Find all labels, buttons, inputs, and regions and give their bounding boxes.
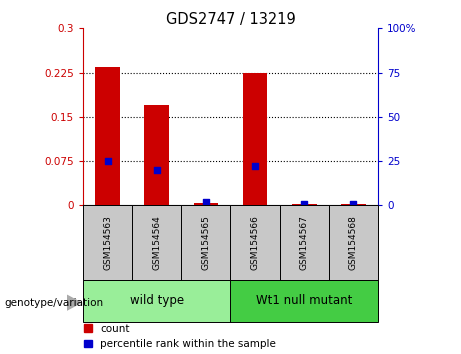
Bar (292, 204, 317, 205)
Text: genotype/variation: genotype/variation (5, 298, 104, 308)
Bar (132, 205, 181, 280)
Bar (194, 203, 218, 205)
Bar (230, 280, 378, 322)
Bar (230, 205, 280, 280)
Bar (95, 67, 120, 205)
Legend: count, percentile rank within the sample: count, percentile rank within the sample (83, 324, 276, 349)
Text: GSM154568: GSM154568 (349, 215, 358, 270)
Bar (280, 205, 329, 280)
Bar (341, 204, 366, 205)
Bar (83, 205, 132, 280)
Text: wild type: wild type (130, 295, 184, 307)
Point (301, 202, 308, 207)
Text: GDS2747 / 13219: GDS2747 / 13219 (165, 12, 296, 27)
Text: GSM154566: GSM154566 (251, 215, 260, 270)
Text: GSM154565: GSM154565 (201, 215, 210, 270)
Bar (181, 205, 230, 280)
Point (202, 199, 210, 205)
Polygon shape (67, 295, 81, 310)
Point (104, 158, 111, 164)
Bar (144, 105, 169, 205)
Bar (243, 73, 267, 205)
Text: GSM154567: GSM154567 (300, 215, 309, 270)
Text: GSM154564: GSM154564 (152, 215, 161, 270)
Point (153, 167, 160, 173)
Point (350, 202, 357, 207)
Text: GSM154563: GSM154563 (103, 215, 112, 270)
Text: Wt1 null mutant: Wt1 null mutant (256, 295, 353, 307)
Bar (83, 280, 230, 322)
Bar (329, 205, 378, 280)
Point (251, 164, 259, 169)
